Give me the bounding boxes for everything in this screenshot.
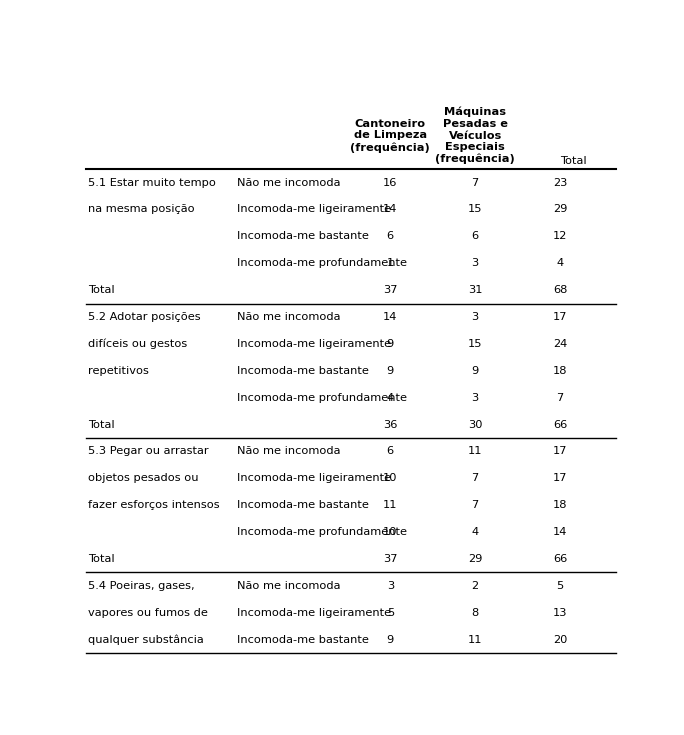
Text: 7: 7 [471, 473, 479, 484]
Text: 68: 68 [553, 285, 567, 295]
Text: na mesma posição: na mesma posição [88, 204, 195, 215]
Text: fazer esforços intensos: fazer esforços intensos [88, 500, 220, 510]
Text: 9: 9 [471, 366, 479, 376]
Text: Total: Total [560, 157, 587, 166]
Text: 7: 7 [471, 178, 479, 187]
Text: 37: 37 [383, 554, 397, 564]
Text: Incomoda-me ligeiramente: Incomoda-me ligeiramente [237, 608, 391, 617]
Text: Incomoda-me profundamente: Incomoda-me profundamente [237, 392, 406, 403]
Text: 3: 3 [471, 312, 479, 322]
Text: 29: 29 [468, 554, 482, 564]
Text: 18: 18 [553, 500, 567, 510]
Text: Total: Total [88, 285, 115, 295]
Text: Incomoda-me bastante: Incomoda-me bastante [237, 634, 369, 645]
Text: 7: 7 [556, 392, 564, 403]
Text: 10: 10 [383, 473, 397, 484]
Text: Não me incomoda: Não me incomoda [237, 446, 340, 456]
Text: repetitivos: repetitivos [88, 366, 149, 376]
Text: Incomoda-me profundamente: Incomoda-me profundamente [237, 258, 406, 268]
Text: 17: 17 [553, 446, 567, 456]
Text: Incomoda-me ligeiramente: Incomoda-me ligeiramente [237, 473, 391, 484]
Text: 17: 17 [553, 312, 567, 322]
Text: 6: 6 [386, 232, 394, 241]
Text: 3: 3 [471, 258, 479, 268]
Text: Incomoda-me bastante: Incomoda-me bastante [237, 232, 369, 241]
Text: 36: 36 [383, 420, 397, 429]
Text: Não me incomoda: Não me incomoda [237, 312, 340, 322]
Text: 16: 16 [383, 178, 397, 187]
Text: 4: 4 [386, 392, 394, 403]
Text: 1: 1 [386, 258, 394, 268]
Text: 29: 29 [553, 204, 567, 215]
Text: 24: 24 [553, 339, 567, 349]
Text: 5.3 Pegar ou arrastar: 5.3 Pegar ou arrastar [88, 446, 209, 456]
Text: 3: 3 [386, 581, 394, 591]
Text: 11: 11 [468, 446, 482, 456]
Text: 13: 13 [553, 608, 567, 617]
Text: 11: 11 [383, 500, 397, 510]
Text: 10: 10 [383, 527, 397, 537]
Text: 37: 37 [383, 285, 397, 295]
Text: objetos pesados ou: objetos pesados ou [88, 473, 198, 484]
Text: 30: 30 [468, 420, 482, 429]
Text: Incomoda-me ligeiramente: Incomoda-me ligeiramente [237, 204, 391, 215]
Text: 9: 9 [386, 634, 394, 645]
Text: 66: 66 [553, 420, 567, 429]
Text: 9: 9 [386, 339, 394, 349]
Text: Incomoda-me ligeiramente: Incomoda-me ligeiramente [237, 339, 391, 349]
Text: 5: 5 [556, 581, 564, 591]
Text: 6: 6 [471, 232, 479, 241]
Text: 66: 66 [553, 554, 567, 564]
Text: 15: 15 [468, 339, 482, 349]
Text: 9: 9 [386, 366, 394, 376]
Text: 17: 17 [553, 473, 567, 484]
Text: 7: 7 [471, 500, 479, 510]
Text: 3: 3 [471, 392, 479, 403]
Text: 5.2 Adotar posições: 5.2 Adotar posições [88, 312, 201, 322]
Text: 20: 20 [553, 634, 567, 645]
Text: Incomoda-me profundamente: Incomoda-me profundamente [237, 527, 406, 537]
Text: 6: 6 [386, 446, 394, 456]
Text: 15: 15 [468, 204, 482, 215]
Text: 4: 4 [556, 258, 564, 268]
Text: 2: 2 [471, 581, 479, 591]
Text: 14: 14 [383, 312, 397, 322]
Text: 4: 4 [471, 527, 479, 537]
Text: 14: 14 [553, 527, 567, 537]
Text: Não me incomoda: Não me incomoda [237, 581, 340, 591]
Text: Total: Total [88, 420, 115, 429]
Text: Total: Total [88, 554, 115, 564]
Text: Incomoda-me bastante: Incomoda-me bastante [237, 366, 369, 376]
Text: 23: 23 [553, 178, 567, 187]
Text: Máquinas
Pesadas e
Veículos
Especiais
(frequência): Máquinas Pesadas e Veículos Especiais (f… [435, 107, 515, 165]
Text: 5.4 Poeiras, gases,: 5.4 Poeiras, gases, [88, 581, 195, 591]
Text: Incomoda-me bastante: Incomoda-me bastante [237, 500, 369, 510]
Text: 18: 18 [553, 366, 567, 376]
Text: 8: 8 [471, 608, 479, 617]
Text: difíceis ou gestos: difíceis ou gestos [88, 339, 187, 349]
Text: 5: 5 [386, 608, 394, 617]
Text: Não me incomoda: Não me incomoda [237, 178, 340, 187]
Text: 12: 12 [553, 232, 567, 241]
Text: 31: 31 [468, 285, 482, 295]
Text: vapores ou fumos de: vapores ou fumos de [88, 608, 208, 617]
Text: Cantoneiro
de Limpeza
(frequência): Cantoneiro de Limpeza (frequência) [350, 119, 430, 153]
Text: 5.1 Estar muito tempo: 5.1 Estar muito tempo [88, 178, 216, 187]
Text: 11: 11 [468, 634, 482, 645]
Text: 14: 14 [383, 204, 397, 215]
Text: qualquer substância: qualquer substância [88, 634, 204, 645]
